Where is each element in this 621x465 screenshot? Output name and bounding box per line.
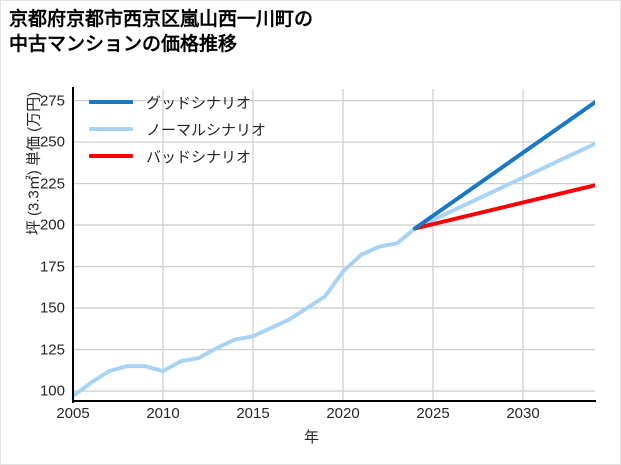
series-line (413, 183, 595, 231)
page-title: 京都府京都市西京区嵐山西一川町の 中古マンションの価格推移 (9, 9, 314, 55)
y-axis-label: 坪 (3.3㎡) 単価 (万円) (25, 91, 43, 236)
plot-canvas (73, 89, 595, 401)
legend-item-label: バッドシナリオ (146, 148, 252, 166)
legend-item-label: ノーマルシナリオ (146, 121, 267, 139)
legend-item[interactable]: ノーマルシナリオ (89, 120, 267, 139)
y-tick-label: 100 (39, 382, 65, 400)
x-tick-label: 2010 (146, 405, 180, 422)
x-tick-label: 2025 (416, 405, 450, 422)
x-tick-label: 2020 (326, 405, 360, 422)
y-tick-label: 200 (39, 216, 65, 234)
legend-color-swatch (89, 127, 133, 131)
gridlines-horizontal (73, 99, 595, 392)
gridlines-vertical (73, 89, 524, 401)
series-line (413, 100, 595, 231)
x-axis-spine (72, 400, 596, 402)
y-tick-label: 250 (39, 133, 65, 151)
x-axis-label: 年 (303, 429, 319, 446)
legend-item[interactable]: グッドシナリオ (89, 93, 266, 112)
x-tick-label: 2015 (236, 405, 270, 422)
series-line (73, 141, 595, 399)
y-tick-label: 275 (39, 92, 65, 110)
series-lines (73, 100, 595, 399)
y-tick-label: 225 (39, 175, 65, 193)
legend-color-swatch (89, 154, 133, 158)
legend-item[interactable]: バッドシナリオ (89, 147, 266, 166)
plot-area (73, 89, 595, 401)
y-tick-label: 125 (39, 341, 65, 359)
chart-legend: グッドシナリオ ノーマルシナリオ バッドシナリオ (89, 93, 267, 166)
x-tick-label: 2030 (506, 405, 540, 422)
y-axis-spine (72, 87, 74, 403)
y-tick-label: 150 (39, 299, 65, 317)
legend-item-label: グッドシナリオ (146, 94, 252, 112)
x-tick-label: 2005 (56, 405, 90, 422)
legend-color-swatch (89, 100, 133, 104)
y-tick-label: 175 (39, 258, 65, 276)
